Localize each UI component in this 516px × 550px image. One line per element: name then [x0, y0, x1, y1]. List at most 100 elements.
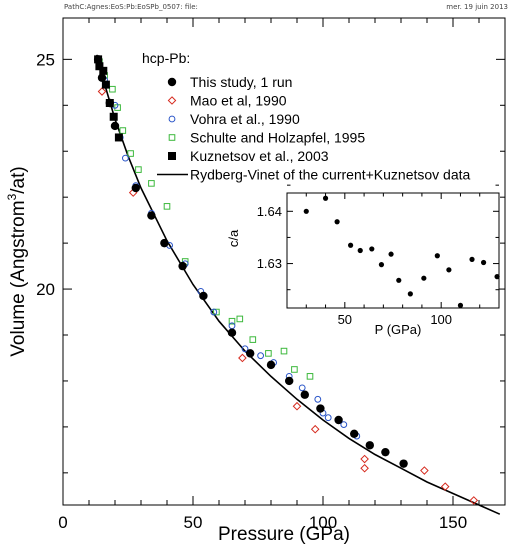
legend-marker	[167, 96, 177, 105]
inset-data-point	[469, 256, 475, 262]
y-axis-label: Volume (Angstrom3/at)	[5, 166, 29, 356]
data-point	[469, 496, 479, 505]
data-point	[213, 308, 220, 316]
inset-series-layer	[303, 195, 500, 308]
data-point	[105, 98, 114, 107]
data-point	[227, 328, 237, 337]
y-axis-label-tail: /at)	[8, 166, 29, 193]
legend-item-kuznetsov-et-al-2003: Kuznetsov et al., 2003	[168, 148, 329, 164]
data-point	[324, 414, 332, 422]
legend-marker	[168, 115, 176, 123]
data-point	[350, 429, 359, 438]
date-header: mer. 19 juin 2013	[446, 3, 508, 11]
inset-x-tick-label: 50	[338, 312, 352, 327]
data-point	[249, 336, 257, 343]
x-tick-label: 50	[184, 513, 203, 532]
data-point	[127, 150, 134, 157]
inset-data-point	[303, 208, 309, 214]
data-point	[257, 352, 265, 360]
data-point	[148, 180, 155, 187]
data-point	[109, 85, 116, 93]
data-point	[292, 401, 302, 411]
data-point	[228, 317, 236, 325]
y-tick-label: 25	[36, 50, 55, 69]
data-point	[241, 345, 249, 353]
inset-data-point	[334, 219, 340, 225]
legend-item-schulte-and-holzapfel-1995: Schulte and Holzapfel, 1995	[168, 130, 365, 146]
inset-data-point	[388, 251, 394, 257]
data-point	[246, 349, 255, 358]
legend-label: Schulte and Holzapfel, 1995	[190, 130, 365, 146]
legend-label: Mao et al, 1990	[190, 93, 287, 109]
data-point	[99, 66, 108, 75]
data-point	[340, 421, 348, 428]
data-point	[160, 238, 169, 248]
x-tick-label: 100	[309, 513, 337, 532]
data-point	[238, 353, 247, 363]
x-tick-label: 150	[439, 513, 467, 532]
inset-data-point	[407, 291, 413, 297]
inset-data-point	[369, 246, 375, 252]
data-point	[94, 55, 103, 64]
legend-marker	[168, 134, 176, 141]
data-point	[101, 80, 110, 89]
inset-x-axis-label: P (GPa)	[375, 322, 422, 337]
inset-axis-ticks: 50 100 1.63 1.64	[257, 184, 500, 327]
inset-data-point	[446, 267, 452, 273]
data-point	[316, 404, 325, 413]
y-tick-label: 20	[36, 280, 55, 299]
legend-items: This study, 1 run Mao et al, 1990 Vohra et…	[157, 74, 471, 183]
data-point	[131, 183, 140, 193]
data-point	[280, 347, 288, 355]
inset-series-ca-ratio	[303, 195, 500, 308]
data-point	[360, 454, 369, 464]
inset-plot: 50 100 1.63 1.64 P (GPa) c/a	[226, 184, 500, 337]
x-axis-label: Pressure (GPa)	[218, 524, 350, 545]
data-point	[199, 291, 208, 301]
inset-data-point	[348, 242, 354, 248]
legend-marker	[168, 152, 176, 160]
data-point	[440, 482, 450, 491]
data-point	[310, 424, 320, 434]
data-point	[114, 133, 123, 142]
data-point	[109, 112, 118, 121]
inset-data-point	[457, 302, 464, 308]
y-axis-label-base: Volume (Angstrom	[8, 200, 29, 356]
data-point	[147, 211, 156, 220]
main-plot: 0 50 100 150 20 25 Pressure (GPa) Volume (Ang…	[5, 17, 506, 545]
legend-item-mao-et-al-1990: Mao et al, 1990	[167, 93, 287, 109]
legend: hcp-Pb: This study, 1 run Mao et al, 1990…	[142, 50, 471, 183]
data-point	[178, 261, 187, 271]
legend-item-vohra-et-al-1990: Vohra et al., 1990	[168, 111, 300, 127]
inset-data-point	[434, 253, 440, 259]
data-point	[265, 350, 272, 357]
inset-data-point	[396, 277, 402, 283]
legend-item-rydberg-vinet-of-the-current-kuznetsov-data: Rydberg-Vinet of the current+Kuznetsov d…	[157, 167, 471, 183]
data-point	[95, 62, 104, 71]
data-point	[266, 360, 276, 370]
inset-y-tick-label: 1.64	[257, 204, 282, 219]
data-point	[210, 308, 218, 316]
inset-data-point	[357, 247, 363, 254]
data-point	[110, 121, 120, 131]
inset-plot-frame	[286, 192, 500, 309]
inset-data-point	[480, 259, 487, 266]
data-point	[119, 127, 127, 134]
data-point	[365, 441, 374, 450]
x-tick-label: 0	[58, 513, 67, 532]
main-series-layer	[93, 54, 501, 515]
inset-x-tick-label: 100	[430, 312, 452, 327]
legend-marker	[167, 77, 177, 87]
inset-data-point	[421, 275, 427, 281]
data-point	[97, 73, 107, 82]
main-axis-ticks: 0 50 100 150 20 25	[36, 18, 506, 532]
inset-data-point	[322, 195, 329, 201]
legend-label: Vohra et al., 1990	[190, 111, 300, 127]
inset-data-point	[494, 274, 500, 280]
y-axis-label-superscript: 3	[5, 193, 19, 200]
data-point	[236, 315, 244, 323]
data-point	[360, 463, 369, 473]
data-point	[291, 366, 298, 373]
legend-item-this-study-1-run: This study, 1 run	[167, 74, 292, 90]
